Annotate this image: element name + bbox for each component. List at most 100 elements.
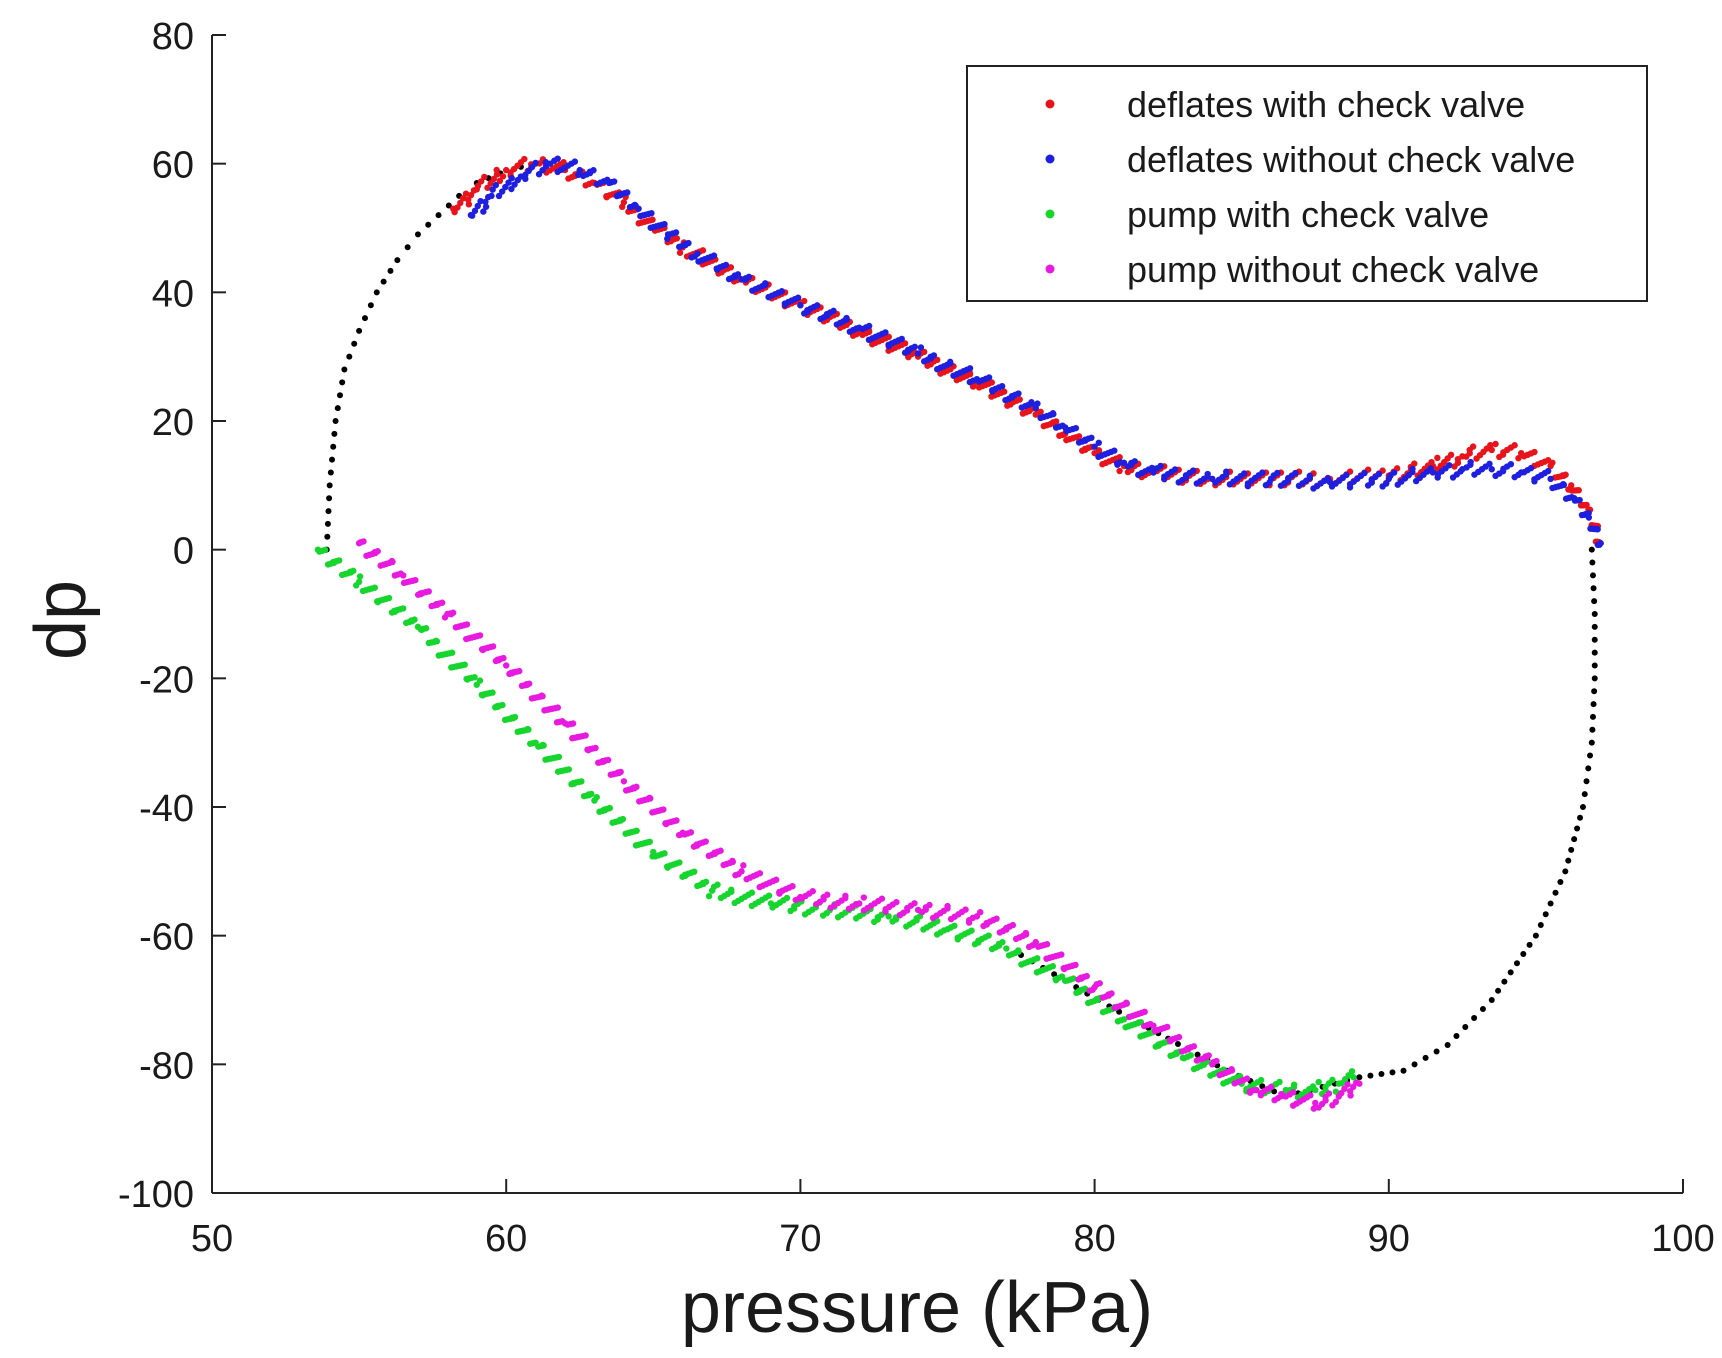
y-tick-label: 40 xyxy=(152,273,194,315)
data-point xyxy=(1453,1033,1460,1040)
data-point xyxy=(1479,1006,1486,1013)
data-point xyxy=(334,405,341,412)
data-point xyxy=(1310,1105,1318,1112)
legend-label: pump with check valve xyxy=(1127,194,1489,235)
data-point xyxy=(336,557,343,564)
data-point xyxy=(1332,1088,1340,1095)
data-point xyxy=(1488,997,1495,1003)
data-point xyxy=(1034,400,1041,407)
data-point xyxy=(355,578,363,586)
data-point xyxy=(1174,1040,1181,1047)
x-axis-title: pressure (kPa) xyxy=(681,1268,1153,1348)
data-point xyxy=(1575,487,1582,494)
data-point xyxy=(1204,470,1211,478)
data-point xyxy=(489,186,496,193)
x-tick-label: 70 xyxy=(779,1218,821,1260)
data-point xyxy=(1120,1016,1128,1023)
data-point xyxy=(885,333,892,341)
data-point xyxy=(508,174,515,182)
data-point xyxy=(1591,649,1598,656)
data-point xyxy=(516,667,523,675)
data-point xyxy=(968,927,975,934)
data-point xyxy=(673,817,680,824)
data-point xyxy=(525,680,533,687)
data-point xyxy=(1568,846,1575,853)
data-point xyxy=(1213,1057,1220,1065)
data-point xyxy=(635,205,642,212)
data-point xyxy=(748,889,756,896)
data-point xyxy=(1022,929,1030,937)
data-point xyxy=(1488,446,1495,454)
data-point xyxy=(1565,857,1572,864)
data-point xyxy=(496,177,504,185)
data-point xyxy=(998,382,1006,390)
data-point xyxy=(1434,454,1441,462)
data-point xyxy=(1051,971,1058,978)
data-point xyxy=(1016,396,1023,403)
data-point xyxy=(646,838,653,845)
data-point xyxy=(400,572,407,579)
data-point xyxy=(367,302,374,309)
x-tick-label: 80 xyxy=(1073,1218,1115,1260)
data-point xyxy=(356,573,364,580)
data-point xyxy=(1037,408,1044,415)
data-point xyxy=(714,881,721,888)
data-point xyxy=(1547,475,1554,483)
legend-marker xyxy=(1045,154,1055,164)
data-point xyxy=(610,178,618,185)
data-point xyxy=(432,637,440,644)
data-point xyxy=(985,374,993,381)
data-point xyxy=(705,892,713,900)
data-point xyxy=(1049,962,1057,970)
data-point xyxy=(648,209,655,217)
data-point xyxy=(1507,460,1515,468)
data-point xyxy=(685,239,692,247)
data-point xyxy=(1411,460,1418,467)
data-point xyxy=(1568,482,1575,489)
data-point xyxy=(454,204,461,211)
data-point xyxy=(882,329,889,336)
data-point xyxy=(661,850,668,857)
data-point xyxy=(710,252,718,259)
data-point xyxy=(538,692,545,699)
data-point xyxy=(451,208,458,216)
data-point xyxy=(462,190,470,197)
data-point xyxy=(1116,453,1123,461)
data-point xyxy=(933,356,941,364)
data-point xyxy=(830,307,837,315)
data-point xyxy=(325,508,332,515)
data-point xyxy=(1332,1098,1340,1106)
y-tick-label: 80 xyxy=(152,16,194,58)
data-point xyxy=(1150,1022,1157,1029)
data-point xyxy=(412,576,419,584)
data-point xyxy=(1549,459,1556,466)
data-point xyxy=(1429,469,1437,476)
data-point xyxy=(930,352,938,359)
data-point xyxy=(1307,1092,1314,1099)
data-point xyxy=(373,289,380,296)
y-tick-label: -60 xyxy=(139,917,194,959)
data-point xyxy=(524,725,531,733)
data-point xyxy=(1072,961,1079,969)
data-point xyxy=(1150,469,1157,476)
data-point xyxy=(489,643,497,650)
data-point xyxy=(422,625,430,632)
data-point xyxy=(448,649,456,656)
data-point xyxy=(1495,987,1502,994)
data-point xyxy=(1390,469,1398,476)
data-point xyxy=(620,199,628,206)
data-point xyxy=(1588,739,1595,746)
data-point xyxy=(1547,900,1554,907)
data-point xyxy=(505,179,512,186)
data-point xyxy=(1588,546,1595,553)
data-point xyxy=(578,778,585,785)
data-point xyxy=(727,264,735,271)
data-point xyxy=(728,886,735,893)
data-point xyxy=(1243,1075,1251,1082)
data-point xyxy=(471,674,478,681)
data-point xyxy=(633,783,640,791)
data-point xyxy=(1597,540,1604,547)
data-point xyxy=(1469,443,1477,450)
data-point xyxy=(1471,1015,1478,1022)
data-point xyxy=(1312,1099,1319,1107)
